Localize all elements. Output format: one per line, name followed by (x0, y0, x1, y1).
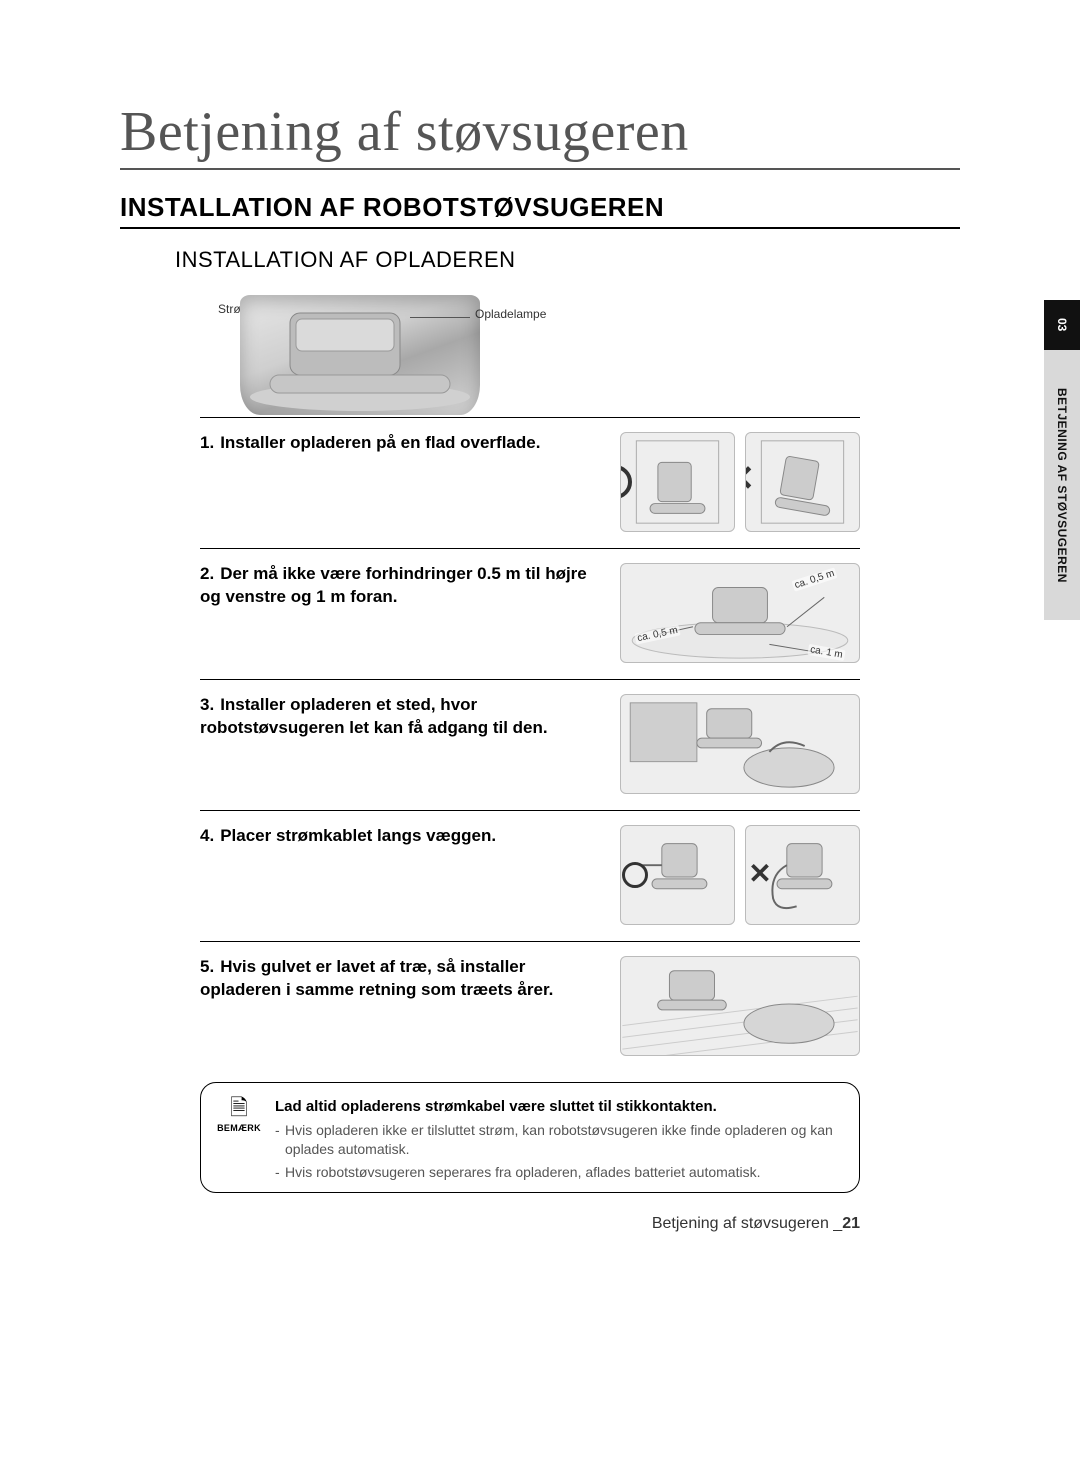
step-body: Hvis gulvet er lavet af træ, så installe… (200, 957, 553, 999)
note-box: 🗎 BEMÆRK Lad altid opladerens strømkabel… (200, 1082, 860, 1193)
step-text: 4. Placer strømkablet langs væggen. (200, 825, 604, 925)
bad-mark-icon: ✕ (745, 461, 755, 504)
cable-figure-bad: ✕ (745, 825, 860, 925)
figure-box-ok (620, 432, 735, 532)
step-graphic (620, 956, 860, 1056)
note-icon: 🗎 (230, 1097, 248, 1119)
page-number: 21 (842, 1215, 860, 1232)
step-row: 1. Installer opladeren på en flad overfla… (200, 417, 860, 548)
main-title: Betjening af støvsugeren (120, 100, 960, 170)
cable-figure-ok (620, 825, 735, 925)
step-text: 2.Der må ikke være forhindringer 0.5 m t… (200, 563, 604, 663)
step-graphic: ✕ (620, 825, 860, 925)
step-text: 3.Installer opladeren et sted, hvor robo… (200, 694, 604, 794)
step-body: Placer strømkablet langs væggen. (220, 826, 496, 845)
dock-figure-block: Strømlampe Opladelampe (200, 287, 860, 417)
access-figure (620, 694, 860, 794)
step-row: 3.Installer opladeren et sted, hvor robo… (200, 679, 860, 810)
note-body: Lad altid opladerens strømkabel være slu… (275, 1097, 845, 1182)
page-footer: Betjening af støvsugeren _21 (200, 1215, 860, 1233)
woodgrain-figure (620, 956, 860, 1056)
note-item: Hvis opladeren ikke er tilsluttet strøm,… (275, 1121, 845, 1159)
step-row: 2.Der må ikke være forhindringer 0.5 m t… (200, 548, 860, 679)
step-number: 4. (200, 826, 214, 845)
side-tab: 03 BETJENING AF STØVSUGEREN (1044, 300, 1080, 620)
page-content: Betjening af støvsugeren INSTALLATION AF… (120, 100, 960, 1233)
step-number: 2. (200, 564, 214, 583)
step-number: 3. (200, 695, 214, 714)
note-item: Hvis robotstøvsugeren seperares fra opla… (275, 1163, 845, 1182)
access-illustration (621, 695, 859, 793)
flat-surface-figure (621, 433, 734, 531)
step-text: 5.Hvis gulvet er lavet af træ, så instal… (200, 956, 604, 1056)
step-body: Installer opladeren på en flad overflade… (220, 433, 540, 452)
ok-mark-icon (622, 862, 648, 888)
footer-text: Betjening af støvsugeren _ (652, 1215, 842, 1232)
dock-figure (240, 295, 480, 415)
bad-mark-icon: ✕ (748, 860, 771, 888)
step-body: Installer opladeren et sted, hvor robots… (200, 695, 548, 737)
clearance-figure: ca. 0,5 m ca. 0,5 m ca. 1 m (620, 563, 860, 663)
step-text: 1. Installer opladeren på en flad overfla… (200, 432, 604, 532)
note-list: Hvis opladeren ikke er tilsluttet strøm,… (275, 1121, 845, 1182)
side-tab-label: BETJENING AF STØVSUGEREN (1044, 350, 1080, 620)
note-tag: BEMÆRK (217, 1123, 261, 1133)
step-graphic: ✕ (620, 432, 860, 532)
figure-box-bad: ✕ (745, 432, 860, 532)
dock-leader-line (410, 317, 470, 318)
step-graphic (620, 694, 860, 794)
note-icon-column: 🗎 BEMÆRK (215, 1097, 263, 1182)
uneven-surface-figure (746, 433, 859, 531)
woodgrain-illustration (621, 957, 859, 1055)
content-column: Strømlampe Opladelampe 1. Installer oplad… (200, 287, 860, 1233)
side-tab-number: 03 (1044, 300, 1080, 350)
step-number: 5. (200, 957, 214, 976)
subsection-title: INSTALLATION AF OPLADEREN (175, 247, 960, 273)
step-row: 4. Placer strømkablet langs væggen. (200, 810, 860, 941)
step-number: 1. (200, 433, 214, 452)
dock-illustration (240, 295, 480, 415)
step-row: 5.Hvis gulvet er lavet af træ, så instal… (200, 941, 860, 1072)
dock-label-right: Opladelampe (475, 307, 546, 321)
step-graphic: ca. 0,5 m ca. 0,5 m ca. 1 m (620, 563, 860, 663)
step-body: Der må ikke være forhindringer 0.5 m til… (200, 564, 587, 606)
note-title: Lad altid opladerens strømkabel være slu… (275, 1097, 845, 1117)
section-title: INSTALLATION AF ROBOTSTØVSUGEREN (120, 192, 960, 229)
